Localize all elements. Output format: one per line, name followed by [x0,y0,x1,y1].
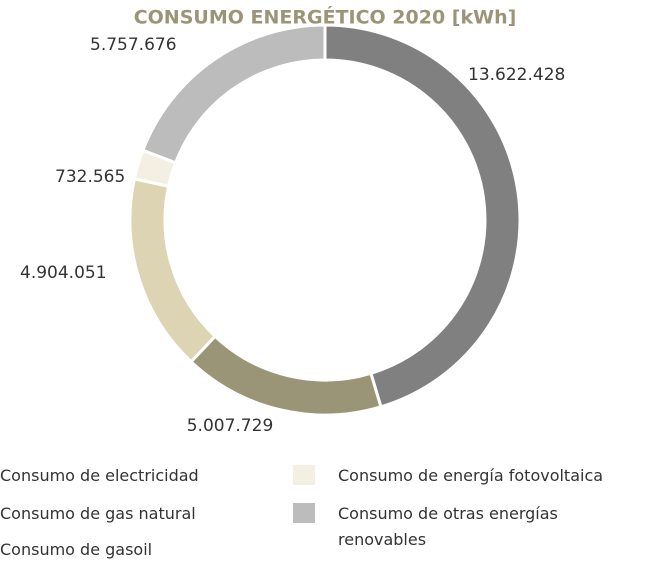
data-label: 4.904.051 [20,263,107,283]
donut-segment [140,23,327,165]
data-label: 732.565 [55,167,125,187]
donut-segment [188,334,383,417]
legend-item: Consumo de electricidad [0,463,255,489]
data-label: 13.622.428 [468,65,565,85]
data-label: 5.007.729 [187,416,274,436]
legend-item: Consumo de gasoil [0,537,255,563]
legend-label: Consumo de otras energías renovables [338,504,558,549]
legend-swatch [293,465,315,485]
donut-segment [128,177,218,364]
data-label: 5.757.676 [90,35,177,55]
legend-label: Consumo de gasoil [0,540,153,559]
legend-item: Consumo de gas natural [0,501,255,527]
legend-label: Consumo de electricidad [0,466,199,485]
legend-label: Consumo de energía fotovoltaica [338,466,604,485]
legend-label: Consumo de gas natural [0,504,196,523]
chart-title: CONSUMO ENERGÉTICO 2020 [kWh] [134,6,517,29]
legend-item: Consumo de energía fotovoltaica [293,463,613,489]
legend-item: Consumo de otras energías renovables [293,501,583,553]
legend-swatch [293,503,315,523]
